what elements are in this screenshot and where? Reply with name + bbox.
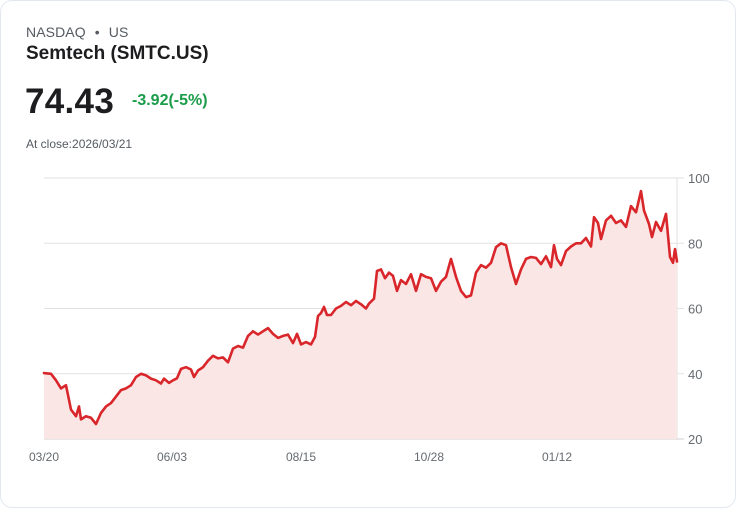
x-tick-label: 01/12 [542,450,572,464]
y-tick-label: 40 [688,367,702,382]
stock-title: Semtech (SMTC.US) [26,43,209,64]
at-close-timestamp: At close:2026/03/21 [26,137,133,151]
price-line [42,189,679,426]
exchange-line: NASDAQ • US [26,24,128,40]
x-tick-label: 06/03 [157,450,187,464]
y-axis-labels: 20 40 60 80 100 [688,171,710,447]
y-tick-label: 20 [688,432,702,447]
x-axis-labels: 03/20 06/03 08/15 10/28 01/12 [29,450,572,464]
price-area-fill [44,191,677,439]
y-tick-label: 80 [688,236,702,251]
exchange-name: NASDAQ [26,24,86,40]
y-tick-label: 60 [688,302,702,317]
current-price: 74.43 [25,82,115,121]
x-tick-label: 03/20 [29,450,59,464]
separator-dot-icon: • [94,24,100,40]
market-name: US [108,24,129,40]
x-tick-label: 10/28 [414,450,444,464]
x-tick-label: 08/15 [286,450,316,464]
y-tick-label: 100 [688,171,710,186]
price-change: -3.92(-5%) [132,92,208,109]
